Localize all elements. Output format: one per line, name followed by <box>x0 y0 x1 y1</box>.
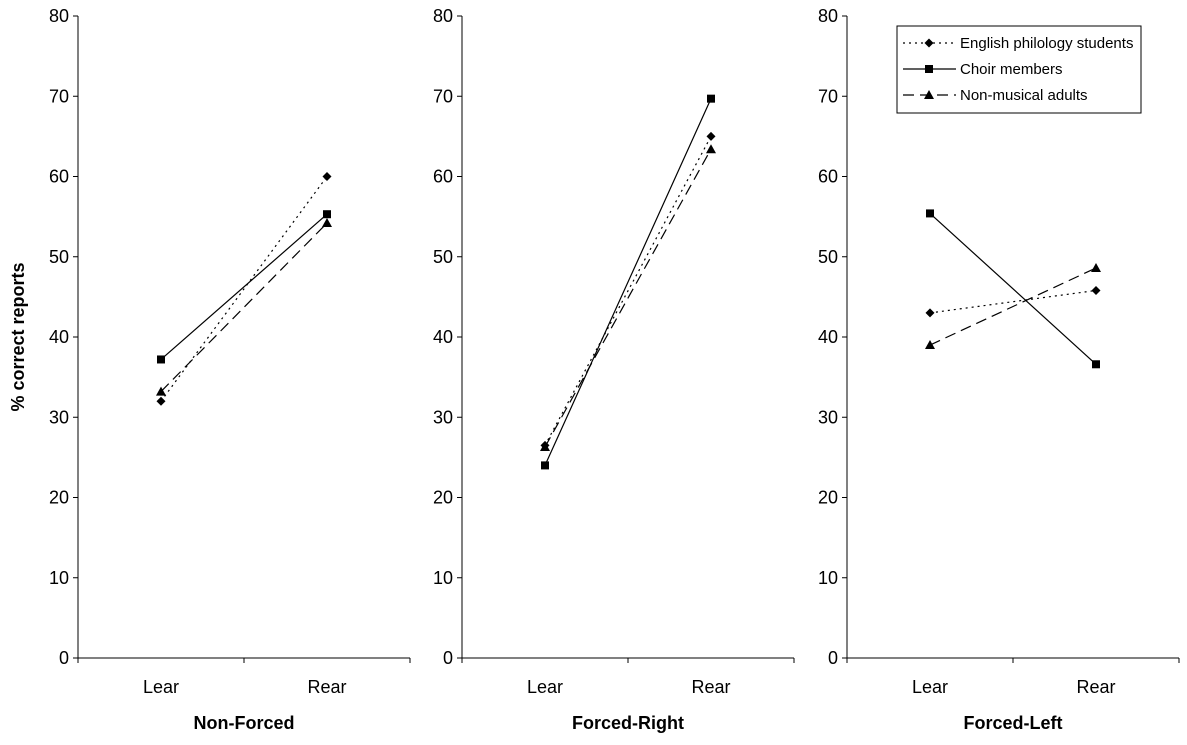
data-point-non-musical-adults <box>706 144 716 154</box>
x-tick-label: Lear <box>527 677 563 697</box>
y-tick-label: 10 <box>433 568 453 588</box>
y-tick-label: 70 <box>49 86 69 106</box>
series-line-choir-members <box>160 213 328 360</box>
y-tick-label: 70 <box>818 86 838 106</box>
data-point-non-musical-adults <box>322 218 332 228</box>
data-point-choir-members <box>1092 360 1100 369</box>
series-line-non-musical-adults <box>160 222 328 392</box>
data-point-non-musical-adults <box>156 386 166 396</box>
y-tick-label: 0 <box>443 648 453 668</box>
legend-label: English philology students <box>960 35 1133 52</box>
panel-title: Forced-Left <box>964 713 1063 733</box>
y-tick-label: 30 <box>818 407 838 427</box>
data-point-choir-members <box>541 461 549 470</box>
series-line-english-philology-students <box>544 136 712 446</box>
legend-label: Choir members <box>960 61 1063 78</box>
data-point-choir-members <box>707 94 715 103</box>
y-tick-label: 50 <box>49 247 69 267</box>
data-point-english-philology-students <box>156 396 166 406</box>
legend-marker <box>925 65 933 73</box>
y-tick-label: 20 <box>433 488 453 508</box>
legend-marker <box>924 90 934 99</box>
series-line-non-musical-adults <box>929 267 1097 346</box>
data-point-english-philology-students <box>925 308 935 318</box>
data-point-choir-members <box>157 355 165 364</box>
panel-3: 0 10 20 30 40 50 60 70 80 Lear Rear Forced-Left <box>818 6 1180 733</box>
y-tick-label: 60 <box>818 167 838 187</box>
series-line-english-philology-students <box>929 289 1097 314</box>
y-tick-label: 10 <box>818 568 838 588</box>
x-tick-label: Lear <box>143 677 179 697</box>
data-point-choir-members <box>323 210 331 219</box>
x-tick-label: Lear <box>912 677 948 697</box>
series-line-english-philology-students <box>160 176 328 402</box>
x-tick-label: Rear <box>1076 677 1115 697</box>
data-point-non-musical-adults <box>540 441 550 451</box>
y-tick-label: 30 <box>49 407 69 427</box>
data-point-choir-members <box>926 209 934 218</box>
data-point-english-philology-students <box>1091 285 1101 295</box>
y-tick-label: 0 <box>59 648 69 668</box>
y-tick-label: 50 <box>818 247 838 267</box>
data-point-non-musical-adults <box>1091 262 1101 272</box>
legend-marker <box>924 38 934 48</box>
panel-2: 0 10 20 30 40 50 60 70 80 Lear Rear Forced-Right <box>433 6 795 733</box>
y-tick-label: 40 <box>818 327 838 347</box>
y-axis-label: % correct reports <box>8 262 28 411</box>
y-tick-label: 60 <box>49 167 69 187</box>
x-tick-label: Rear <box>307 677 346 697</box>
series-line-choir-members <box>929 212 1097 365</box>
y-tick-label: 60 <box>433 167 453 187</box>
y-tick-label: 40 <box>433 327 453 347</box>
x-tick-label: Rear <box>691 677 730 697</box>
series-line-non-musical-adults <box>544 148 712 448</box>
series-line-choir-members <box>544 98 712 466</box>
y-tick-label: 40 <box>49 327 69 347</box>
data-point-non-musical-adults <box>925 340 935 350</box>
y-tick-label: 80 <box>433 6 453 26</box>
panel-title: Non-Forced <box>194 713 295 733</box>
y-tick-label: 50 <box>433 247 453 267</box>
y-tick-label: 30 <box>433 407 453 427</box>
y-tick-label: 80 <box>818 6 838 26</box>
y-tick-label: 0 <box>828 648 838 668</box>
y-tick-label: 20 <box>818 488 838 508</box>
y-tick-label: 10 <box>49 568 69 588</box>
y-tick-label: 20 <box>49 488 69 508</box>
panel-1: 0 10 20 30 40 50 60 70 80 Lear Rear Non-Forced <box>49 6 411 733</box>
y-tick-label: 70 <box>433 86 453 106</box>
data-point-english-philology-students <box>706 131 716 141</box>
panel-title: Forced-Right <box>572 713 684 733</box>
legend: English philology students Choir members N… <box>896 25 1142 114</box>
legend-label: Non-musical adults <box>960 87 1088 104</box>
data-point-english-philology-students <box>322 172 332 181</box>
y-tick-label: 80 <box>49 6 69 26</box>
